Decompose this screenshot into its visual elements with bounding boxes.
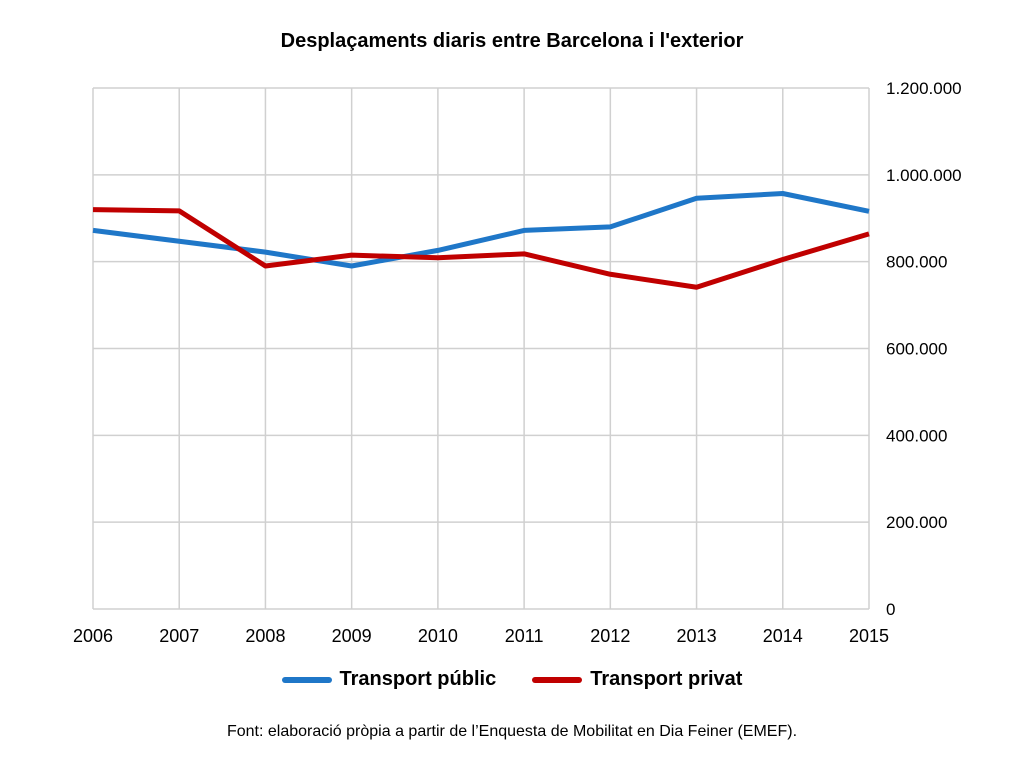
x-tick-label: 2014 [763,626,803,646]
x-tick-label: 2009 [332,626,372,646]
x-tick-label: 2015 [849,626,889,646]
x-tick-label: 2008 [245,626,285,646]
x-tick-label: 2011 [505,626,544,646]
x-axis-tick-labels: 2006 2007 2008 2009 2010 2011 2012 2013 2014 2015 [73,626,889,646]
x-tick-label: 2006 [73,626,113,646]
chart-title: Desplaçaments diaris entre Barcelona i l… [280,30,744,52]
y-axis-tick-labels: 0 200.000 400.000 600.000 800.000 1.000.000 1.… [886,79,962,619]
y-tick-label: 800.000 [886,253,947,272]
y-tick-label: 1.000.000 [886,166,962,185]
series-lines [92,191,870,290]
legend-swatch-private [532,676,583,683]
y-tick-label: 400.000 [886,426,947,445]
y-tick-label: 200.000 [886,513,947,532]
legend-swatch-public [281,676,332,683]
legend-item-private: Transport privat [532,668,742,691]
series-line-0 [92,191,870,269]
series-line-1 [92,207,870,290]
source-note: Font: elaboració pròpia a partir de l’En… [226,723,798,740]
x-tick-label: 2013 [677,626,717,646]
y-tick-label: 0 [886,600,895,619]
y-tick-label: 1.200.000 [886,79,962,98]
legend-label-private: Transport privat [590,668,743,690]
legend: Transport públic Transport privat [0,668,1024,691]
x-tick-label: 2007 [159,626,199,646]
x-tick-label: 2012 [590,626,630,646]
y-tick-label: 600.000 [886,340,947,359]
legend-item-public: Transport públic [281,668,497,691]
x-tick-label: 2010 [418,626,458,646]
legend-label-public: Transport públic [339,668,497,690]
grid-lines [92,87,870,610]
